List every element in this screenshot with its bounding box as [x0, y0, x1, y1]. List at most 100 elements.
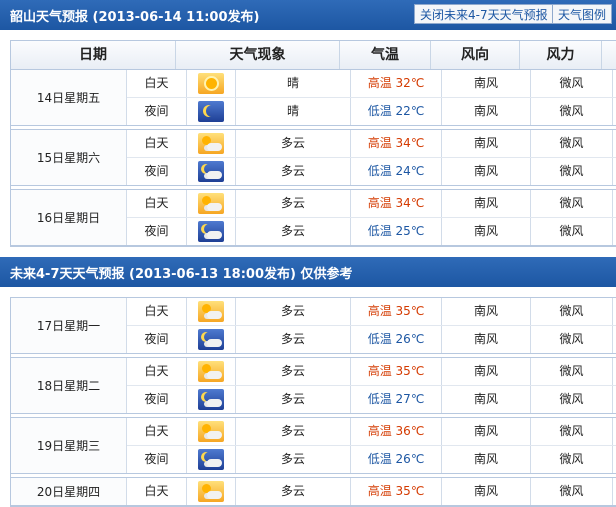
weather-legend-button[interactable]: 天气图例: [552, 4, 613, 24]
wind-power: 微风: [531, 130, 613, 157]
temperature-value: 36℃: [395, 424, 425, 438]
weather-condition: 晴: [236, 98, 351, 125]
temperature-value: 24℃: [395, 164, 425, 178]
forecast-row-night: 夜间 多云 低温 25℃ 南风 微风: [127, 218, 616, 245]
wind-power: 微风: [531, 326, 613, 353]
weather-icon-cell: [187, 190, 236, 217]
header-wind-direction: 风向: [431, 41, 520, 69]
weather-condition: 多云: [236, 130, 351, 157]
weather-icon-cell: [187, 70, 236, 97]
wind-direction: 南风: [442, 478, 531, 505]
temperature-label: 低温: [367, 224, 392, 238]
partly-cloudy-icon: [198, 481, 224, 502]
wind-power: 微风: [531, 298, 613, 325]
temperature-value: 27℃: [395, 392, 425, 406]
weather-condition: 多云: [236, 358, 351, 385]
header-wind-power: 风力: [520, 41, 602, 69]
wind-power: 微风: [531, 386, 613, 413]
forecast-row-day: 白天晴高温 32℃ 南风 微风: [127, 70, 616, 98]
forecast-title-bar: 韶山天气预报 (2013-06-14 11:00发布) 关闭未来4-7天天气预报…: [0, 0, 616, 30]
forecast-title: 韶山天气预报 (2013-06-14 11:00发布): [10, 10, 260, 25]
temperature-label: 高温: [367, 196, 392, 210]
weather-condition: 多云: [236, 386, 351, 413]
partly-cloudy-night-icon: [198, 329, 224, 350]
partly-cloudy-icon: [198, 421, 224, 442]
temperature-label: 高温: [367, 76, 392, 90]
weather-condition: 多云: [236, 418, 351, 445]
temperature: 低温 25℃: [351, 218, 442, 245]
wind-power: 微风: [531, 70, 613, 97]
time-of-day: 白天: [127, 190, 187, 217]
close-extended-forecast-button[interactable]: 关闭未来4-7天天气预报: [414, 4, 554, 24]
forecast-row-day: 白天 多云 高温 34℃ 南风 微风: [127, 130, 616, 158]
partly-cloudy-night-icon: [198, 449, 224, 470]
forecast-date: 19日星期三: [11, 418, 127, 473]
partly-cloudy-icon: [198, 361, 224, 382]
wind-direction: 南风: [442, 130, 531, 157]
forecast-row-day: 白天 多云 高温 35℃ 南风 微风: [127, 298, 616, 326]
weather-condition: 多云: [236, 218, 351, 245]
forecast-row-day: 白天 多云 高温 36℃ 南风 微风: [127, 418, 616, 446]
time-of-day: 夜间: [127, 218, 187, 245]
time-of-day: 白天: [127, 298, 187, 325]
temperature: 高温 35℃: [351, 478, 442, 505]
wind-direction: 南风: [442, 446, 531, 473]
forecast-table: 日期 天气现象 气温 风向 风力 14日星期五 白天晴高温 32℃ 南风 微风 夜间晴低…: [10, 40, 616, 247]
temperature-value: 35℃: [395, 484, 425, 498]
forecast-row-night: 夜间 多云 低温 27℃ 南风 微风: [127, 386, 616, 413]
temperature-label: 低温: [367, 392, 392, 406]
time-of-day: 白天: [127, 358, 187, 385]
temperature-label: 低温: [367, 164, 392, 178]
forecast-row-night: 夜间 多云 低温 26℃ 南风 微风: [127, 446, 616, 473]
wind-power: 微风: [531, 98, 613, 125]
temperature-value: 35℃: [395, 364, 425, 378]
time-of-day: 夜间: [127, 326, 187, 353]
weather-icon-cell: [187, 386, 236, 413]
temperature: 高温 36℃: [351, 418, 442, 445]
time-of-day: 白天: [127, 70, 187, 97]
wind-power: 微风: [531, 478, 613, 505]
temperature: 低温 26℃: [351, 326, 442, 353]
forecast-date: 17日星期一: [11, 298, 127, 353]
temperature-label: 高温: [367, 304, 392, 318]
wind-power: 微风: [531, 418, 613, 445]
wind-direction: 南风: [442, 298, 531, 325]
forecast-row-night: 夜间 多云 低温 26℃ 南风 微风: [127, 326, 616, 353]
weather-icon-cell: [187, 130, 236, 157]
partly-cloudy-night-icon: [198, 389, 224, 410]
header-date: 日期: [11, 41, 176, 69]
wind-power: 微风: [531, 158, 613, 185]
temperature-value: 35℃: [395, 304, 425, 318]
time-of-day: 夜间: [127, 98, 187, 125]
wind-direction: 南风: [442, 386, 531, 413]
time-of-day: 夜间: [127, 386, 187, 413]
forecast-day: 16日星期日 白天 多云 高温 34℃ 南风 微风 夜间 多云 低温 25℃ 南风 微风: [11, 189, 616, 246]
temperature-label: 高温: [367, 424, 392, 438]
wind-direction: 南风: [442, 418, 531, 445]
weather-icon-cell: [187, 358, 236, 385]
forecast-day: 17日星期一 白天 多云 高温 35℃ 南风 微风 夜间 多云 低温 26℃ 南风 微风: [11, 298, 616, 354]
temperature-value: 34℃: [395, 136, 425, 150]
wind-power: 微风: [531, 446, 613, 473]
weather-condition: 晴: [236, 70, 351, 97]
forecast-row-day: 白天 多云 高温 34℃ 南风 微风: [127, 190, 616, 218]
temperature-value: 26℃: [395, 452, 425, 466]
temperature: 高温 34℃: [351, 190, 442, 217]
forecast-date: 15日星期六: [11, 130, 127, 185]
wind-direction: 南风: [442, 158, 531, 185]
weather-icon-cell: [187, 98, 236, 125]
partly-cloudy-icon: [198, 193, 224, 214]
forecast-row-day: 白天 多云 高温 35℃ 南风 微风: [127, 478, 616, 505]
forecast-day: 20日星期四 白天 多云 高温 35℃ 南风 微风: [11, 477, 616, 506]
temperature-label: 低温: [367, 104, 392, 118]
forecast-day: 18日星期二 白天 多云 高温 35℃ 南风 微风 夜间 多云 低温 27℃ 南风 微风: [11, 357, 616, 414]
temperature: 低温 26℃: [351, 446, 442, 473]
time-of-day: 夜间: [127, 446, 187, 473]
wind-power: 微风: [531, 358, 613, 385]
forecast-row-night: 夜间晴低温 22℃ 南风 微风: [127, 98, 616, 125]
forecast-day: 19日星期三 白天 多云 高温 36℃ 南风 微风 夜间 多云 低温 26℃ 南风 微风: [11, 417, 616, 474]
clear-night-icon: [198, 101, 224, 122]
weather-condition: 多云: [236, 298, 351, 325]
weather-condition: 多云: [236, 326, 351, 353]
wind-direction: 南风: [442, 326, 531, 353]
